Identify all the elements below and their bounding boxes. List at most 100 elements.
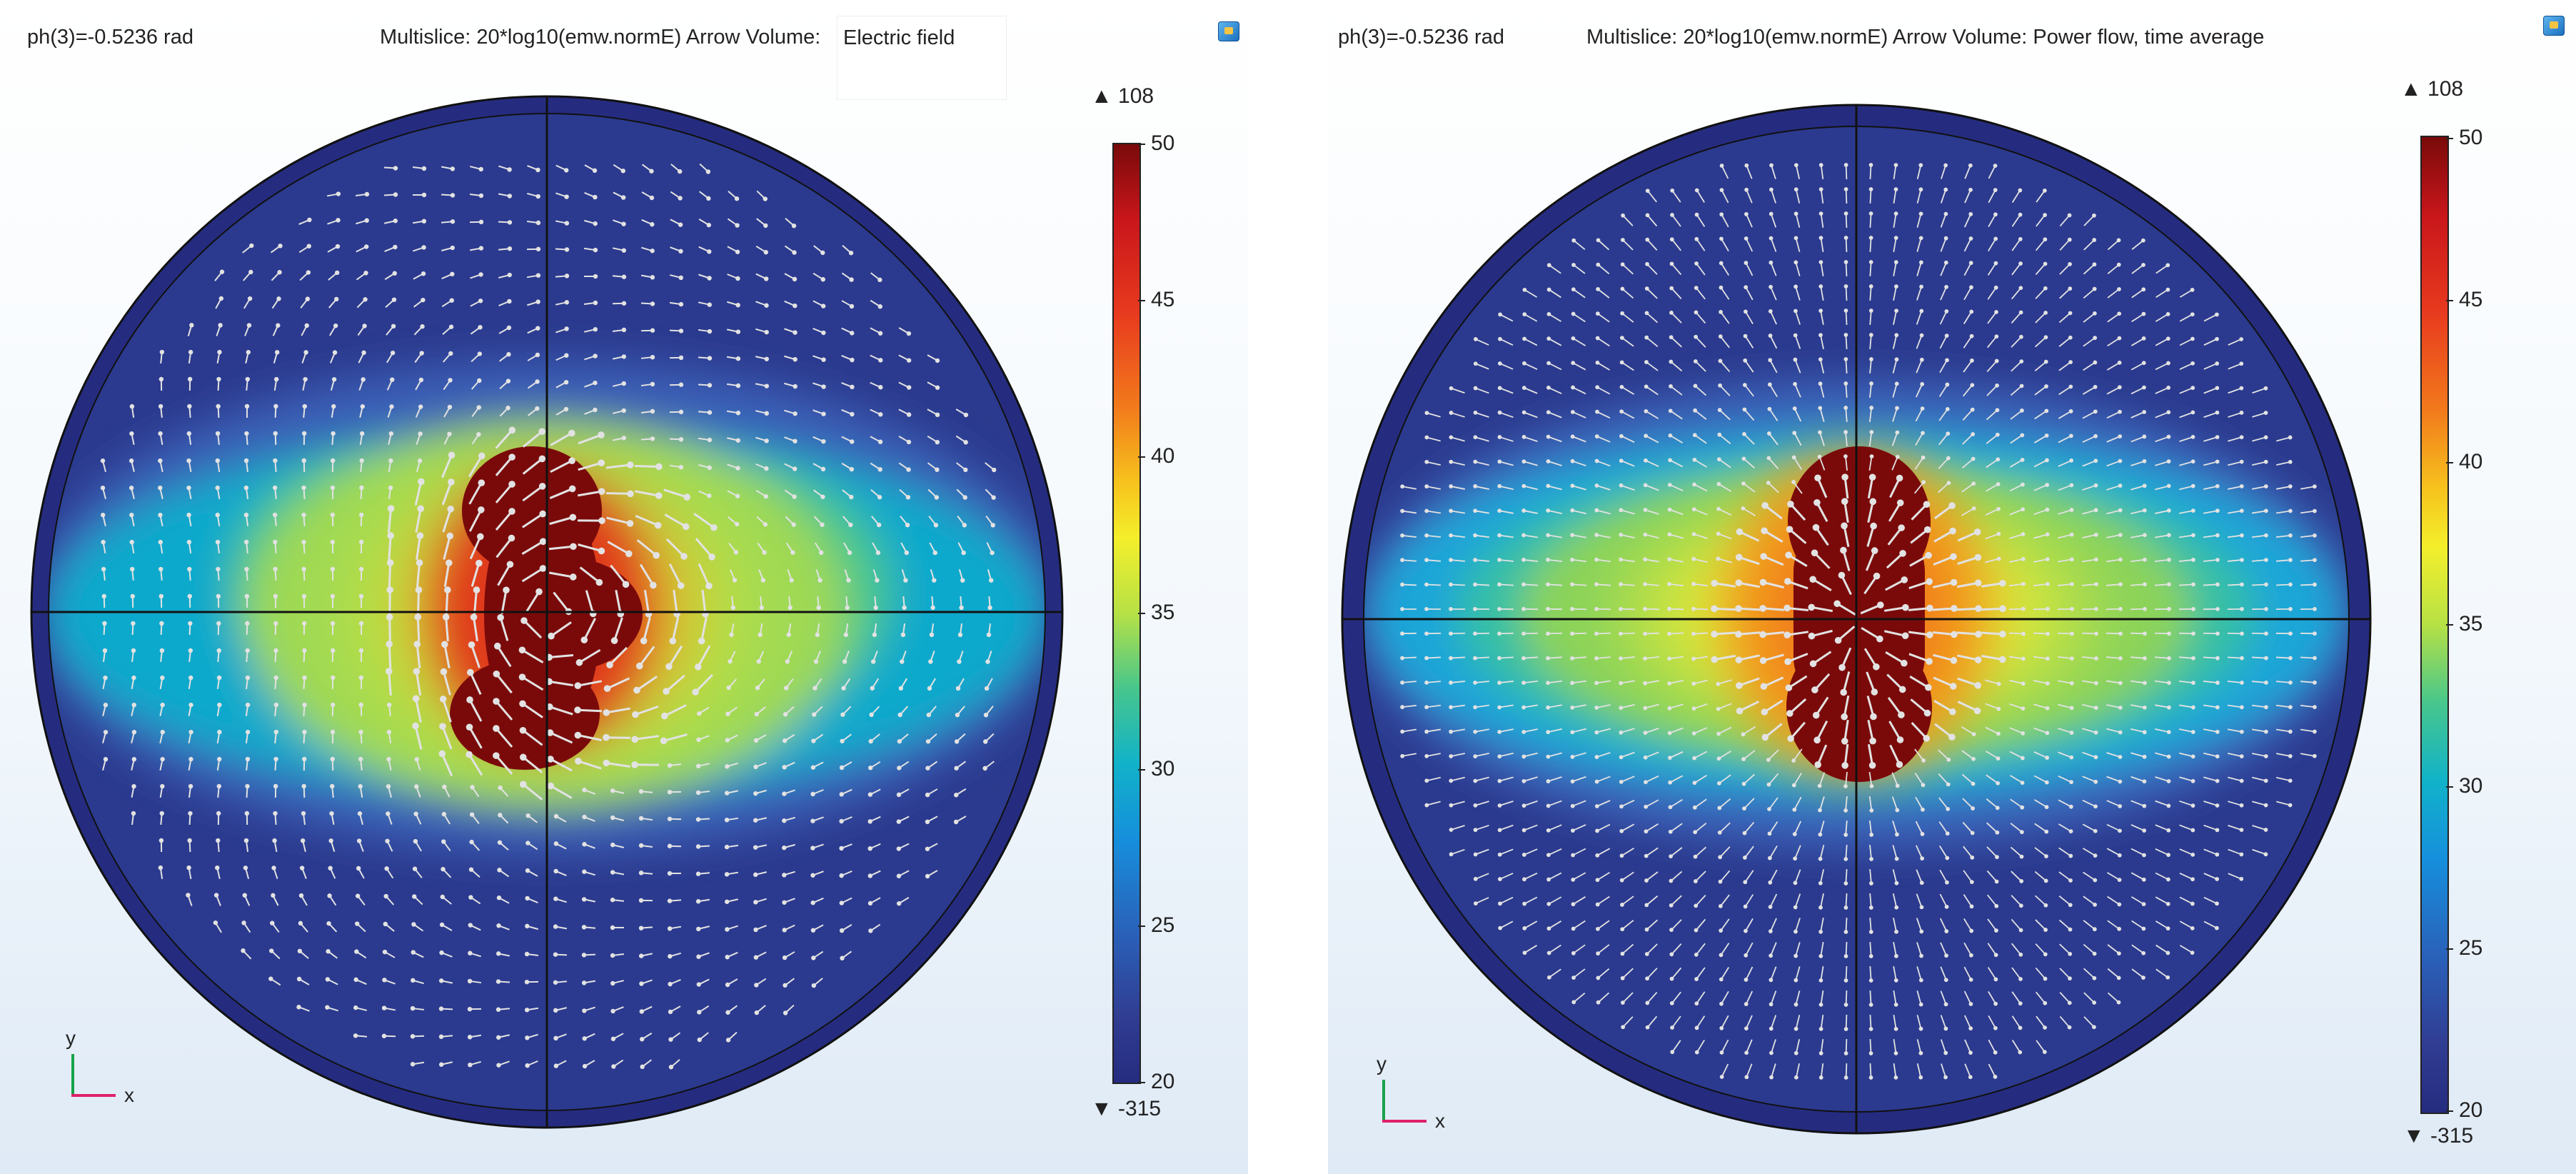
image-export-icon[interactable] [1218,21,1239,41]
field-arrow [1820,965,1824,981]
field-arrow-head [1968,163,1973,168]
field-arrow [1843,719,1849,742]
field-arrow [1988,1063,1996,1078]
field-arrow-head [2264,558,2268,563]
field-arrow-head [2215,606,2220,611]
field-arrow [550,459,573,473]
field-arrow-head [1594,779,1599,784]
field-arrow [1745,311,1754,325]
field-arrow-head [1669,952,1674,957]
field-arrow [1621,823,1635,832]
field-arrow-head [493,670,500,678]
slice-plot-canvas[interactable] [1328,0,2576,1174]
field-arrow [2009,459,2023,468]
field-arrow-head [1473,631,1477,636]
field-arrow [1956,581,1979,588]
field-arrow-head [1969,904,1974,909]
image-export-icon[interactable] [2543,16,2565,36]
field-arrow-head [782,955,788,960]
field-arrow-head [1424,459,1429,464]
field-arrow-head [867,873,872,878]
field-arrow-head [1811,686,1818,693]
field-arrow-head [1792,807,1797,812]
field-arrow-head [187,566,192,572]
field-arrow-head [496,923,501,928]
field-arrow-head [1949,527,1956,535]
field-arrow [1696,287,1706,300]
field-arrow [2203,824,2218,831]
field-arrow-head [2067,213,2072,218]
field-arrow-head [1793,308,1798,313]
field-arrow [2130,509,2145,515]
field-arrow [1499,896,1514,905]
field-arrow [1547,583,1563,586]
field-arrow-head [1645,976,1649,981]
field-arrow-head [188,729,193,735]
field-arrow-head [791,224,797,229]
field-arrow [2130,583,2145,586]
field-arrow-head [2142,533,2147,538]
field-arrow [2011,1040,2021,1053]
field-arrow [2058,895,2071,905]
field-arrow-head [325,977,331,982]
field-arrow [496,645,512,668]
field-arrow-head [1971,757,1976,761]
field-arrow-head [2141,287,2146,292]
field-arrow-head [1735,605,1742,612]
field-arrow-head [932,578,937,583]
field-arrow-head [1546,582,1550,587]
field-arrow-head [386,811,391,816]
field-arrow-head [1948,733,1956,741]
field-arrow-head [273,811,278,816]
field-arrow-head [650,354,655,360]
field-arrow-head [928,659,933,664]
field-arrow-head [2093,508,2098,513]
field-arrow-head [478,166,483,172]
field-arrow-head [1974,682,1982,689]
field-arrow-head [753,791,758,796]
field-arrow [1869,164,1872,180]
field-arrow [495,511,513,531]
field-arrow-head [131,648,136,653]
field-arrow [2083,968,2095,979]
field-arrow [1937,482,1950,493]
field-arrow [1961,508,1975,516]
field-arrow-head [1595,360,1600,365]
field-arrow [579,566,600,583]
field-arrow [1769,383,1778,398]
field-arrow-head [1473,459,1478,464]
field-arrow-head [1785,684,1793,691]
field-arrow-head [217,702,222,708]
field-arrow [1596,534,1611,538]
field-arrow [1771,1063,1776,1078]
field-arrow [2106,509,2120,515]
field-arrow-head [735,466,740,471]
field-arrow-head [764,438,769,443]
field-arrow-head [906,331,912,336]
field-arrow [1986,409,1998,421]
field-arrow-head [2190,853,2195,857]
field-arrow-head [963,412,969,418]
field-arrow [1986,360,1998,373]
slice-plot-canvas[interactable] [0,0,1248,1174]
field-arrow [1916,918,1923,932]
field-arrow-head [1571,263,1576,267]
field-arrow [2154,656,2170,659]
field-arrow-head [1868,284,1873,289]
field-arrow-head [2263,778,2268,783]
field-arrow-head [1923,526,1931,533]
field-arrow-head [272,838,277,843]
field-arrow [2083,871,2095,881]
field-arrow [1524,945,1538,953]
field-arrow-head [1868,1051,1873,1055]
field-arrow-head [697,711,702,716]
field-arrow [2203,752,2218,758]
field-arrow [2106,872,2120,880]
field-arrow [1524,362,1538,371]
field-arrow-head [2165,950,2170,955]
field-arrow-head [131,675,136,681]
field-arrow-head [1841,713,1848,721]
field-arrow [673,589,678,615]
field-arrow [1771,189,1776,204]
field-arrow-head [358,566,364,572]
